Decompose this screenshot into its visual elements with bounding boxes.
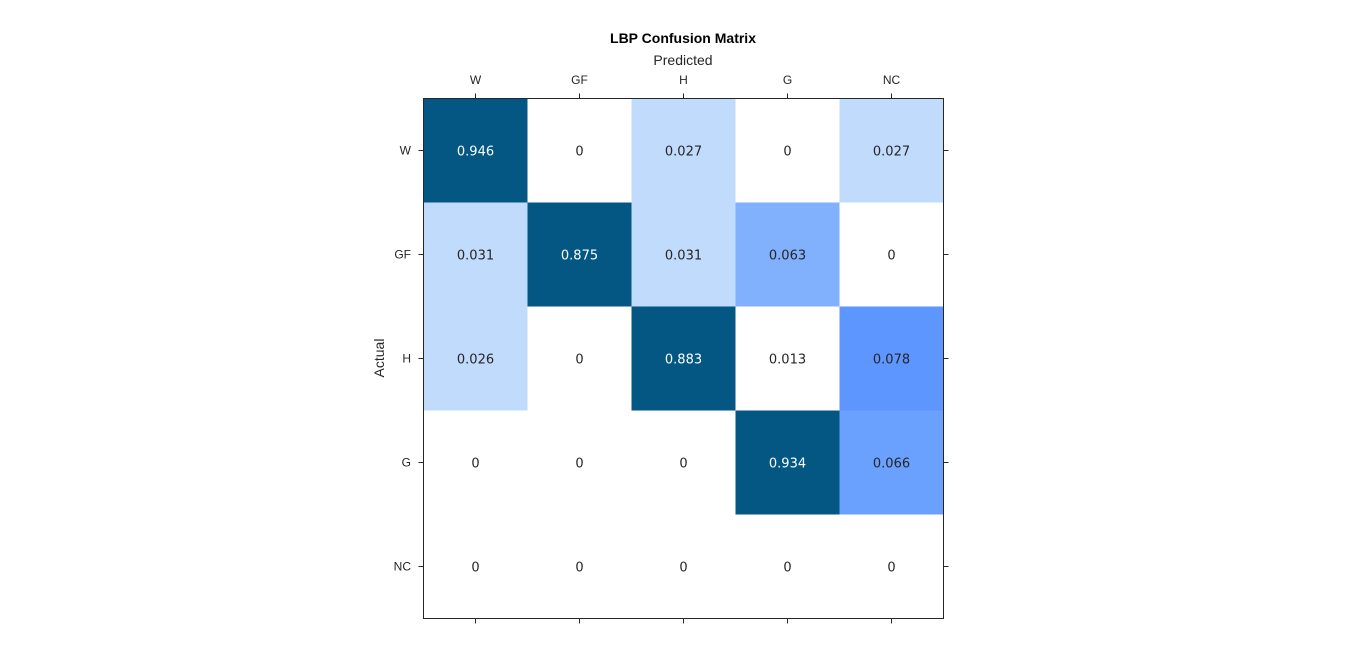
- heatmap-cell: [631, 306, 736, 411]
- cell-value-label: 0.934: [769, 457, 806, 472]
- heatmap-cell: [735, 514, 840, 619]
- heatmap-cell: [631, 202, 736, 307]
- heatmap-cell: [527, 98, 632, 203]
- cell-value-label: 0: [471, 561, 479, 576]
- cell-value-label: 0.078: [873, 353, 910, 368]
- x-axis-label: Predicted: [653, 52, 712, 68]
- cell-value-label: 0: [575, 145, 583, 160]
- axis-ticks: [418, 93, 949, 624]
- cell-value-label: 0.063: [769, 249, 806, 264]
- cell-value-label: 0: [679, 457, 687, 472]
- cell-value-label: 0.027: [665, 145, 702, 160]
- heatmap-cell: [423, 202, 528, 307]
- cell-value-label: 0.883: [665, 353, 702, 368]
- heatmap-cell: [735, 306, 840, 411]
- heatmap-cell: [735, 202, 840, 307]
- heatmap-cell: [735, 410, 840, 515]
- cell-value-label: 0: [679, 561, 687, 576]
- heatmap-cell: [631, 410, 736, 515]
- heatmap-cell: [735, 98, 840, 203]
- heatmap-cell: [423, 514, 528, 619]
- cell-value-label: 0.946: [457, 145, 494, 160]
- heatmap-cell: [423, 98, 528, 203]
- cell-value-label: 0.013: [769, 353, 806, 368]
- y-tick-label: NC: [394, 560, 412, 574]
- heatmap-cell: [527, 514, 632, 619]
- y-tick-label: W: [400, 144, 412, 158]
- x-tick-label: GF: [571, 73, 588, 87]
- heatmap-cells: [423, 98, 944, 619]
- cell-value-label: 0.875: [561, 249, 598, 264]
- heatmap-cell: [527, 202, 632, 307]
- cell-value-label: 0: [575, 457, 583, 472]
- plot-frame: [423, 98, 944, 619]
- cell-value-label: 0.066: [873, 457, 910, 472]
- cell-value-label: 0.026: [457, 353, 494, 368]
- x-tick-label: W: [470, 73, 482, 87]
- heatmap-cell: [839, 410, 944, 515]
- x-tick-label: G: [783, 73, 792, 87]
- heatmap-cell: [423, 410, 528, 515]
- heatmap-cell: [631, 514, 736, 619]
- cell-value-label: 0.027: [873, 145, 910, 160]
- y-tick-labels: W GF H G NC: [394, 144, 412, 574]
- heatmap-cell: [839, 306, 944, 411]
- x-tick-labels: W GF H G NC: [470, 73, 901, 87]
- heatmap-cell: [839, 514, 944, 619]
- heatmap-cell: [527, 410, 632, 515]
- heatmap-cell: [839, 202, 944, 307]
- cell-value-label: 0: [575, 561, 583, 576]
- cell-value-label: 0: [575, 353, 583, 368]
- heatmap-cell: [423, 306, 528, 411]
- cell-value-label: 0: [887, 249, 895, 264]
- x-tick-label: H: [679, 73, 688, 87]
- chart-title: LBP Confusion Matrix: [610, 30, 756, 46]
- cell-value-label: 0.031: [665, 249, 702, 264]
- y-axis-label: Actual: [371, 339, 387, 378]
- x-tick-label: NC: [883, 73, 901, 87]
- y-tick-label: GF: [394, 248, 411, 262]
- cell-value-label: 0: [783, 145, 791, 160]
- heatmap-cell: [631, 98, 736, 203]
- heatmap-cell: [527, 306, 632, 411]
- cell-value-label: 0.031: [457, 249, 494, 264]
- cell-value-label: 0: [783, 561, 791, 576]
- y-tick-label: H: [402, 352, 411, 366]
- y-tick-label: G: [402, 456, 411, 470]
- cell-values: 0.946 0 0.027 0 0.027 0.031 0.875 0.031 0.063 0 0.…: [457, 145, 910, 576]
- heatmap-cell: [839, 98, 944, 203]
- cell-value-label: 0: [471, 457, 479, 472]
- cell-value-label: 0: [887, 561, 895, 576]
